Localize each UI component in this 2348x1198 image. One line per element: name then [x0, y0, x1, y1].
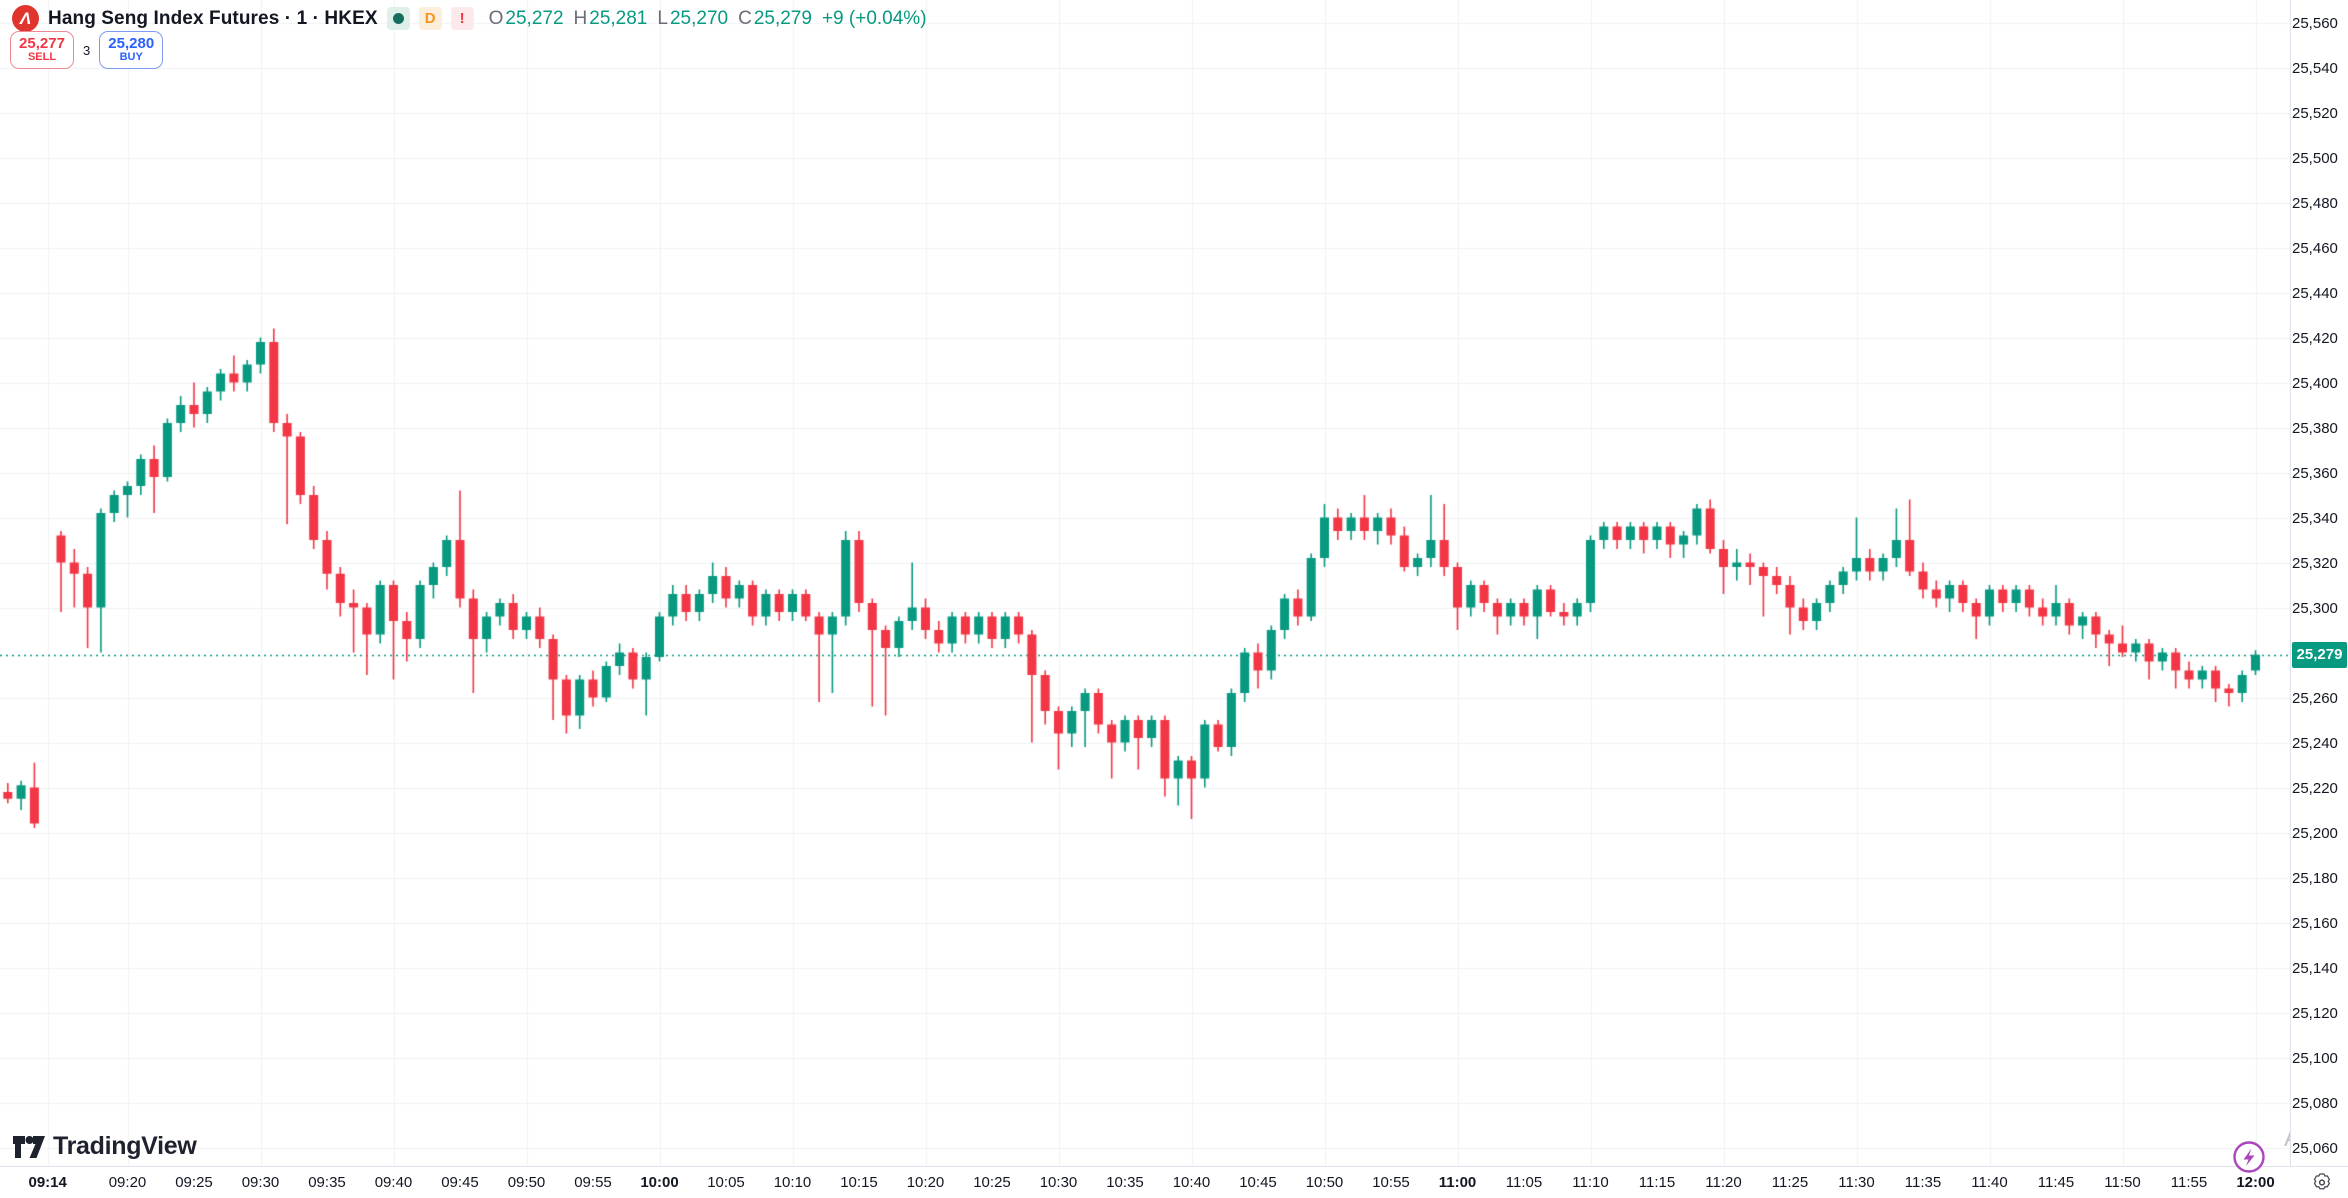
time-tick-label: 11:35 [1904, 1174, 1942, 1191]
time-tick-label: 11:15 [1638, 1174, 1676, 1191]
sell-price: 25,277 [19, 35, 65, 53]
symbol-logo-icon: Λ [12, 5, 39, 32]
time-tick-label: 11:45 [2037, 1174, 2075, 1191]
tradingview-logo-text: TradingView [53, 1132, 197, 1160]
price-tick-label: 25,200 [2292, 824, 2338, 842]
price-tick-label: 25,520 [2292, 104, 2338, 122]
time-tick-label: 10:40 [1172, 1174, 1211, 1191]
time-tick-label: 11:50 [2104, 1174, 2141, 1191]
time-tick-label: 10:30 [1039, 1174, 1078, 1191]
time-tick-label: 11:05 [1505, 1174, 1543, 1191]
instant-trading-button[interactable] [2232, 1140, 2266, 1174]
spread-value: 3 [83, 42, 91, 58]
time-tick-label: 11:40 [1971, 1174, 2008, 1191]
time-tick-label: 09:20 [108, 1174, 147, 1191]
current-price-tag: 25,279 [2292, 641, 2347, 668]
price-tick-label: 25,480 [2292, 194, 2338, 212]
time-tick-label: 10:45 [1239, 1174, 1277, 1191]
time-tick-label: 11:00 [1438, 1174, 1477, 1191]
ohlc-readout: O 25,272 H 25,281 L 25,270 C 25,279 +9 (+0.0… [489, 8, 927, 30]
buy-label: BUY [119, 51, 143, 64]
price-tick-label: 25,260 [2292, 689, 2338, 707]
time-tick-label: 09:55 [574, 1174, 612, 1191]
time-tick-label: 09:45 [441, 1174, 479, 1191]
price-tick-label: 25,380 [2292, 419, 2338, 437]
price-axis[interactable]: 25,279 25,560 25,540 25,520 25,500 25,480 25,… [2290, 0, 2348, 1166]
time-tick-label: 11:30 [1838, 1174, 1875, 1191]
time-tick-label: 09:14 [28, 1174, 67, 1191]
price-tick-label: 25,060 [2292, 1139, 2338, 1157]
sell-button[interactable]: 25,277 SELL [10, 31, 74, 69]
sell-label: SELL [27, 51, 57, 64]
price-tick-label: 25,300 [2292, 599, 2338, 617]
time-tick-label: 11:55 [2170, 1174, 2208, 1191]
price-tick-label: 25,420 [2292, 329, 2338, 347]
high-label: H [573, 7, 588, 29]
price-tick-label: 25,160 [2292, 914, 2338, 932]
time-tick-label: 10:50 [1305, 1174, 1344, 1191]
close-label: C [738, 7, 752, 29]
time-tick-label: 10:20 [906, 1174, 945, 1191]
open-value: 25,272 [505, 7, 564, 29]
time-tick-label: 09:50 [507, 1174, 546, 1191]
low-value: 25,270 [669, 7, 729, 29]
price-tick-label: 25,240 [2292, 734, 2338, 752]
price-tick-label: 25,500 [2292, 149, 2338, 167]
price-tick-label: 25,540 [2292, 59, 2338, 77]
price-tick-label: 25,140 [2292, 959, 2338, 977]
time-tick-label: 10:05 [707, 1174, 745, 1191]
time-tick-label: 11:25 [1771, 1174, 1809, 1191]
price-tick-label: 25,400 [2292, 374, 2338, 392]
price-tick-label: 25,100 [2292, 1049, 2338, 1067]
price-tick-label: 25,560 [2292, 14, 2338, 32]
price-tick-label: 25,080 [2292, 1094, 2338, 1112]
time-tick-label: 10:10 [773, 1174, 812, 1191]
symbol-header: Λ Hang Seng Index Futures · 1 · HKEX D !… [12, 5, 927, 32]
time-tick-label: 09:40 [374, 1174, 413, 1191]
time-tick-label: 10:25 [973, 1174, 1011, 1191]
market-status-badge [386, 7, 410, 30]
tradingview-logo[interactable]: TradingView [13, 1132, 197, 1161]
time-tick-label: 12:00 [2236, 1174, 2275, 1191]
open-label: O [488, 7, 504, 29]
price-tick-label: 25,320 [2292, 554, 2338, 572]
change-value: +9 (+0.04%) [821, 7, 927, 29]
price-tick-label: 25,460 [2292, 239, 2338, 257]
low-label: L [657, 7, 668, 29]
buy-price: 25,280 [108, 35, 155, 53]
close-value: 25,279 [753, 7, 812, 29]
symbol-title[interactable]: Hang Seng Index Futures · 1 · HKEX [48, 7, 378, 29]
price-tick-label: 25,360 [2292, 464, 2338, 482]
lightning-icon [2243, 1148, 2255, 1166]
buy-button[interactable]: 25,280 BUY [99, 31, 164, 69]
time-tick-label: 09:35 [308, 1174, 346, 1191]
high-value: 25,281 [589, 7, 648, 29]
price-tick-label: 25,220 [2292, 779, 2338, 797]
time-axis[interactable]: 09:14 09:20 09:25 09:30 09:35 09:40 09:45 09:50… [0, 1166, 2348, 1198]
order-panel: 25,277 SELL 3 25,280 BUY [10, 31, 164, 69]
delayed-data-badge[interactable]: D [418, 7, 442, 30]
price-tick-label: 25,440 [2292, 284, 2338, 302]
market-open-dot-icon [392, 13, 404, 24]
time-tick-label: 10:00 [640, 1174, 679, 1191]
time-tick-label: 10:55 [1372, 1174, 1410, 1191]
price-tick-label: 25,180 [2292, 869, 2338, 887]
time-tick-label: 10:35 [1106, 1174, 1144, 1191]
data-alert-badge[interactable]: ! [450, 7, 474, 30]
price-tick-label: 25,120 [2292, 1004, 2338, 1022]
time-tick-label: 11:20 [1705, 1174, 1742, 1191]
time-tick-label: 09:30 [241, 1174, 280, 1191]
time-tick-label: 11:10 [1572, 1174, 1609, 1191]
axis-settings-gear-icon[interactable] [2311, 1172, 2333, 1194]
tradingview-logo-icon [13, 1135, 45, 1158]
time-tick-label: 10:15 [840, 1174, 878, 1191]
price-tick-label: 25,340 [2292, 509, 2338, 527]
time-tick-label: 09:25 [175, 1174, 213, 1191]
